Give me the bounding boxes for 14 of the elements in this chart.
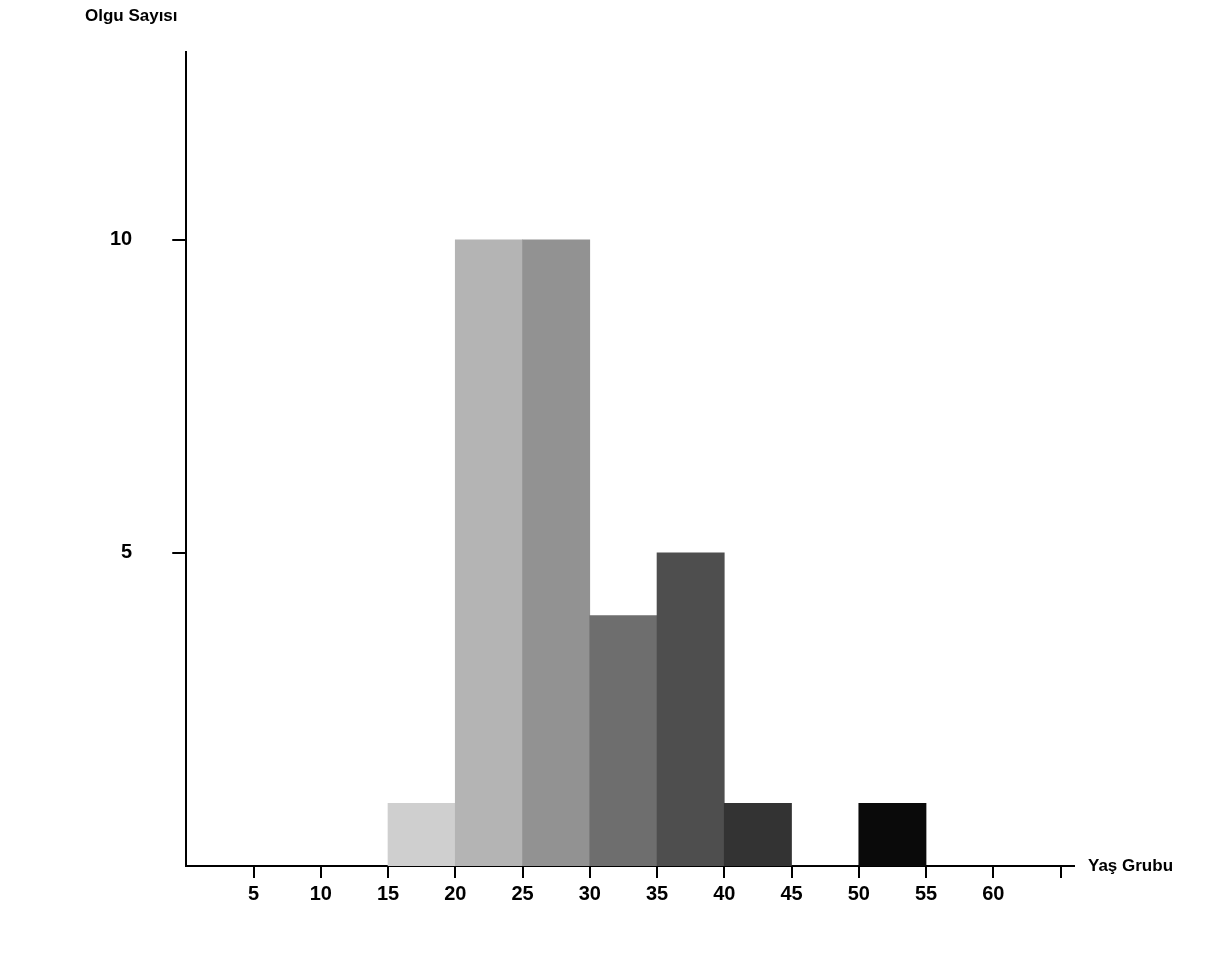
x-tick-label: 25 <box>511 881 534 904</box>
y-axis-title: Olgu Sayısı <box>84 6 178 26</box>
x-tick-label: 60 <box>982 881 1005 904</box>
x-tick-label: 40 <box>713 881 736 904</box>
x-tick-label: 15 <box>376 881 400 904</box>
x-tick-label: 5 <box>247 881 260 904</box>
x-tick-label: 45 <box>780 881 803 904</box>
x-tick-label: 55 <box>914 881 938 904</box>
x-tick-label: 10 <box>309 881 332 904</box>
x-tick-label: 35 <box>645 881 669 904</box>
x-tick-label: 20 <box>444 881 467 904</box>
x-tick-label: 50 <box>847 881 870 904</box>
x-tick-label: 30 <box>578 881 601 904</box>
x-axis-title: Yaş Grubu <box>1088 855 1174 875</box>
